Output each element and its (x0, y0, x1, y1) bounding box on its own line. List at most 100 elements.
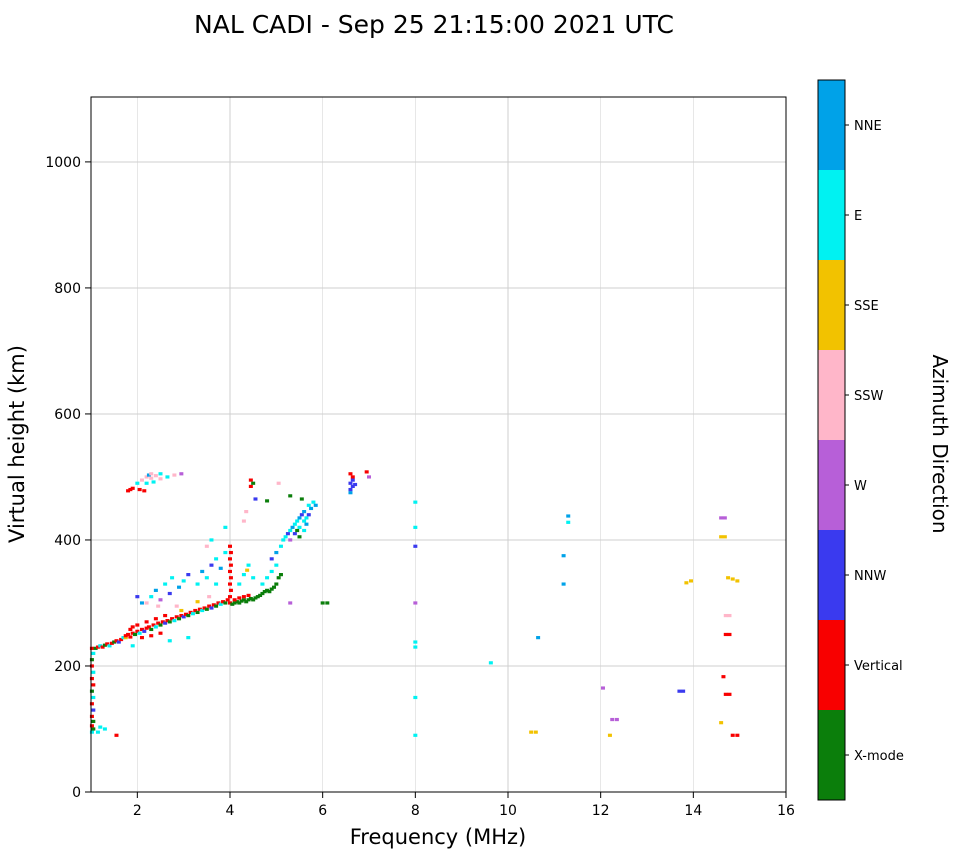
data-point (348, 487, 353, 492)
data-point (91, 695, 96, 700)
data-point (197, 607, 202, 611)
data-point (274, 563, 279, 567)
data-point (167, 591, 172, 596)
data-point (245, 568, 250, 572)
data-point (139, 601, 144, 605)
data-point (684, 581, 689, 585)
data-point (181, 579, 186, 583)
scatter-points (89, 470, 740, 737)
data-point (234, 600, 239, 604)
data-point (149, 634, 154, 638)
data-point (306, 513, 311, 517)
data-point (239, 599, 244, 603)
data-point (253, 497, 258, 501)
data-point (722, 516, 727, 520)
data-point (158, 477, 163, 481)
data-point (214, 582, 219, 586)
data-point (174, 604, 179, 608)
data-point (288, 538, 293, 542)
data-point (348, 472, 353, 476)
data-point (274, 582, 279, 586)
data-point (89, 702, 94, 706)
data-point (290, 525, 295, 529)
x-tick-label: 14 (684, 803, 702, 819)
data-point (721, 675, 726, 679)
data-point (190, 612, 195, 616)
data-point (130, 486, 135, 490)
colorbar-segment-e (818, 170, 845, 261)
colorbar-segment-nnw (818, 530, 845, 621)
data-point (309, 506, 314, 511)
data-point (306, 503, 311, 507)
data-point (114, 639, 119, 643)
grid-lines (91, 97, 787, 793)
y-tick-label: 0 (72, 785, 81, 801)
colorbar-outline (817, 79, 846, 801)
data-point (258, 593, 263, 598)
data-point (177, 617, 182, 621)
data-point (311, 500, 316, 504)
data-point (246, 563, 251, 567)
data-point (689, 579, 694, 583)
data-point (413, 500, 418, 504)
data-point (158, 631, 163, 635)
colorbar-label: Azimuth Direction (928, 354, 952, 533)
data-point (292, 522, 297, 526)
data-point (151, 480, 156, 484)
data-point (151, 623, 156, 627)
data-point (139, 478, 144, 482)
colorbar-category-label: NNE (854, 119, 882, 134)
data-point (91, 708, 96, 712)
data-point (130, 644, 135, 648)
data-point (237, 596, 242, 600)
data-point (186, 613, 191, 618)
data-point (153, 617, 158, 621)
data-point (278, 573, 283, 577)
data-point (285, 532, 290, 536)
data-point (302, 510, 307, 514)
data-point (149, 476, 154, 480)
data-point (730, 577, 735, 581)
data-point (269, 557, 274, 561)
data-point (230, 602, 235, 606)
data-point (105, 642, 110, 646)
data-point (209, 538, 214, 542)
colorbar-category-label: SSE (854, 299, 879, 314)
data-point (241, 598, 246, 602)
data-point (677, 689, 682, 693)
data-point (204, 607, 209, 611)
chart-title: NAL CADI - Sep 25 21:15:00 2021 UTC (194, 10, 674, 39)
data-point (255, 595, 260, 599)
x-tick-label: 16 (777, 803, 795, 819)
data-point (167, 639, 172, 643)
data-point (179, 608, 184, 613)
y-tick-label: 400 (54, 533, 81, 549)
data-point (237, 601, 242, 605)
data-point (144, 475, 149, 479)
data-point (253, 596, 258, 600)
data-point (218, 602, 223, 606)
data-point (302, 519, 307, 523)
data-point (181, 615, 186, 619)
y-axis-label: Virtual height (km) (5, 345, 29, 543)
data-point (246, 593, 251, 598)
data-point (209, 606, 214, 610)
data-point (153, 588, 158, 592)
data-point (283, 535, 288, 539)
data-point (223, 525, 228, 529)
data-point (348, 491, 353, 495)
data-point (214, 557, 219, 561)
data-point (262, 590, 267, 594)
x-tick-label: 8 (411, 803, 420, 819)
data-point (228, 544, 232, 548)
data-point (167, 620, 172, 624)
data-point (225, 598, 230, 602)
data-point (719, 535, 724, 539)
data-point (135, 481, 140, 485)
data-point (228, 576, 233, 580)
colorbar-category-label: W (854, 479, 867, 494)
data-point (350, 484, 355, 489)
data-point (211, 603, 216, 607)
data-point (135, 629, 140, 633)
data-point (172, 619, 177, 623)
